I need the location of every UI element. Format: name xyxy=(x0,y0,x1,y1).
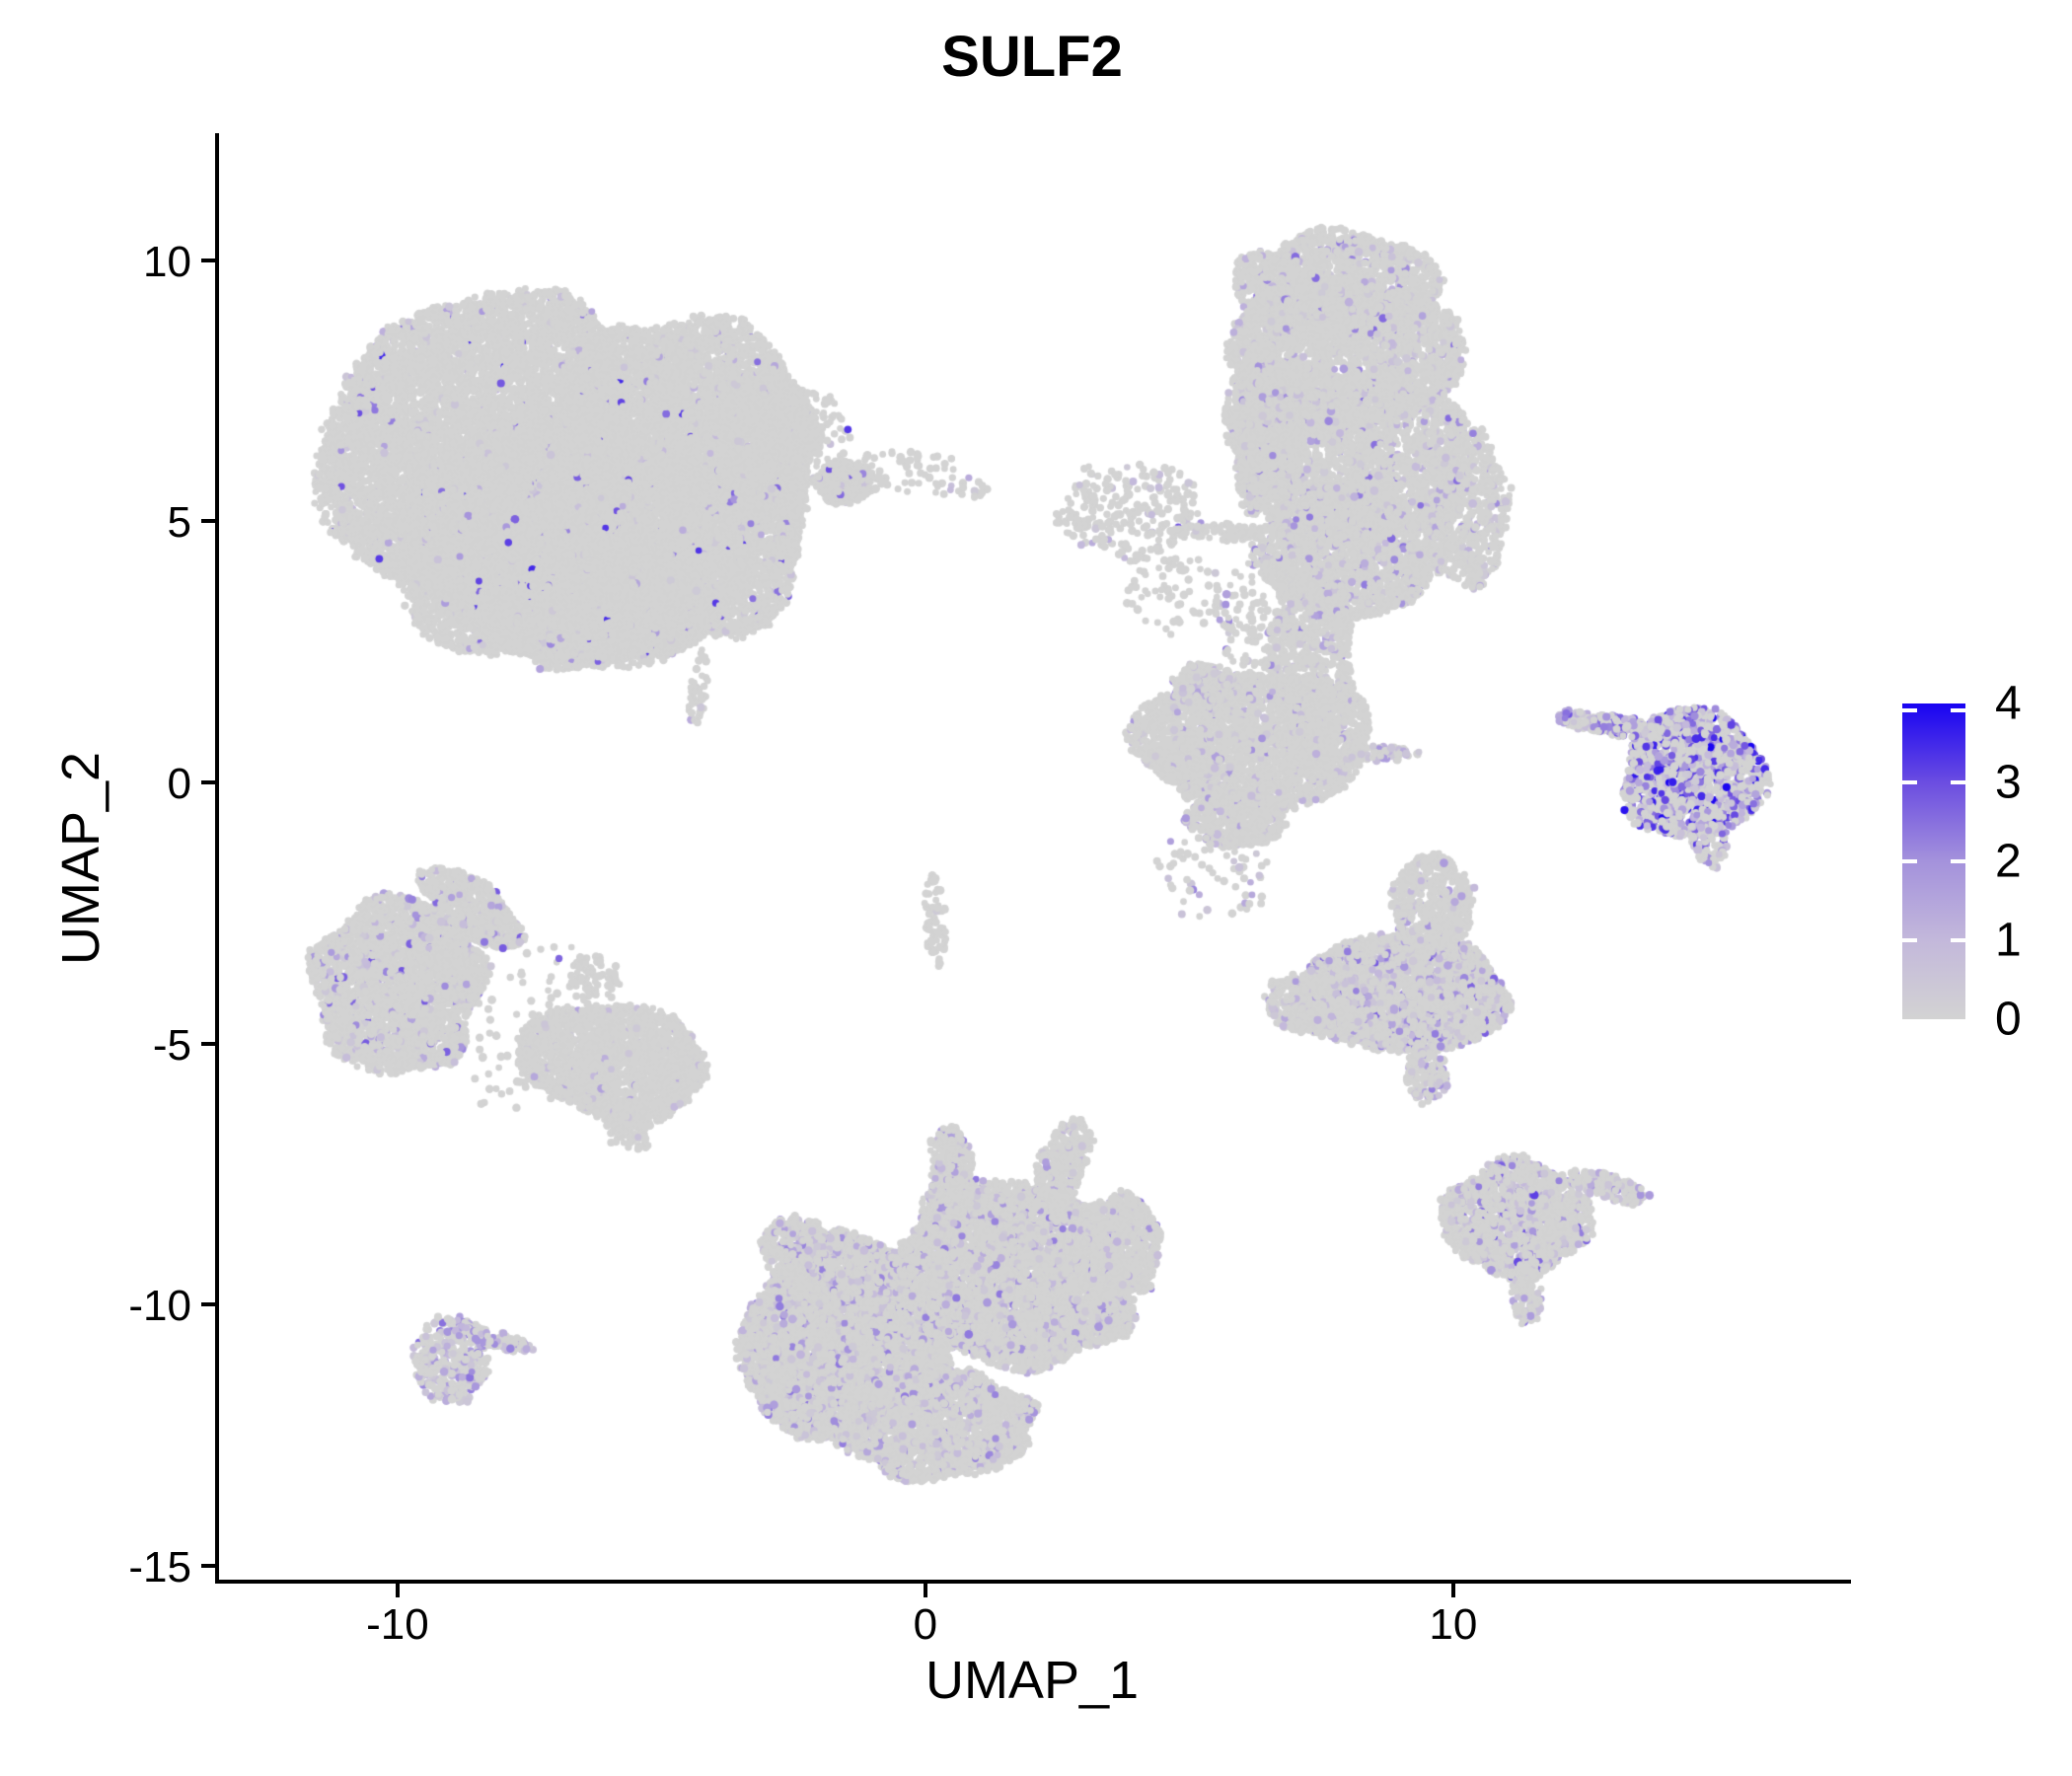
legend-label: 1 xyxy=(1995,914,2022,967)
legend-tick-mark xyxy=(1951,708,1965,712)
y-tick-label: -10 xyxy=(128,1282,191,1331)
plot-title: SULF2 xyxy=(941,25,1123,89)
legend-label: 4 xyxy=(1995,677,2022,730)
y-tick-label: 10 xyxy=(143,237,191,286)
y-tick-mark xyxy=(201,1041,215,1046)
legend-label: 3 xyxy=(1995,756,2022,809)
x-axis-title: UMAP_1 xyxy=(925,1651,1140,1710)
x-tick-label: 10 xyxy=(1429,1600,1478,1649)
legend-tick-mark xyxy=(1951,859,1965,863)
y-tick-mark xyxy=(201,1302,215,1307)
legend-tick-mark xyxy=(1951,780,1965,784)
legend-tick-mark xyxy=(1902,938,1917,942)
y-tick-mark xyxy=(201,1563,215,1568)
legend-label: 2 xyxy=(1995,835,2022,888)
y-axis-title: UMAP_2 xyxy=(51,751,111,966)
x-tick-label: 0 xyxy=(913,1600,938,1649)
y-tick-label: -15 xyxy=(128,1542,191,1591)
x-tick-mark xyxy=(1450,1584,1455,1597)
x-axis-line xyxy=(215,1580,1851,1584)
legend-tick-mark xyxy=(1902,708,1917,712)
x-tick-label: -10 xyxy=(366,1600,429,1649)
legend-label: 0 xyxy=(1995,993,2022,1046)
x-tick-mark xyxy=(395,1584,400,1597)
legend-tick-mark xyxy=(1902,780,1917,784)
legend-tick-mark xyxy=(1951,938,1965,942)
legend-tick-mark xyxy=(1902,859,1917,863)
y-tick-label: -5 xyxy=(152,1020,191,1070)
y-tick-label: 5 xyxy=(167,498,191,548)
y-tick-mark xyxy=(201,258,215,262)
y-tick-mark xyxy=(201,519,215,524)
y-axis-line xyxy=(215,133,219,1584)
y-tick-mark xyxy=(201,780,215,785)
x-tick-mark xyxy=(923,1584,927,1597)
y-tick-label: 0 xyxy=(167,760,191,809)
